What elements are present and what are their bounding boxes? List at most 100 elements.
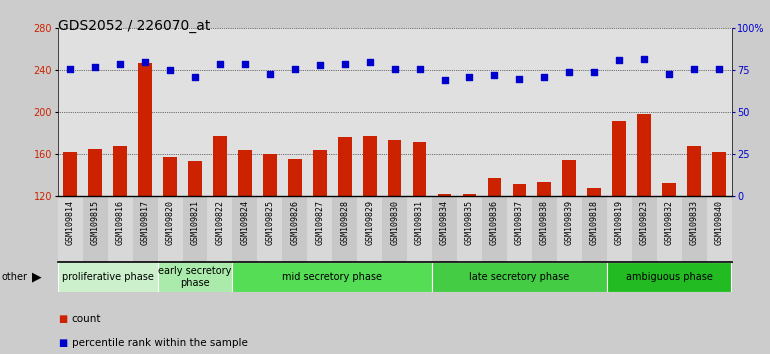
Point [563, 69, 575, 75]
Point [663, 71, 675, 76]
Text: GSM109823: GSM109823 [640, 200, 648, 245]
Bar [657, 196, 681, 262]
Text: early secretory
phase: early secretory phase [159, 266, 232, 288]
Bar [108, 196, 132, 262]
Text: GSM109836: GSM109836 [490, 200, 499, 245]
Bar [283, 196, 307, 262]
Text: GSM109820: GSM109820 [166, 200, 175, 245]
Point [514, 76, 526, 82]
Bar [182, 196, 207, 262]
Bar [213, 136, 227, 196]
Text: GSM109832: GSM109832 [665, 200, 674, 245]
Text: GSM109821: GSM109821 [190, 200, 199, 245]
Text: ■: ■ [58, 314, 67, 324]
Bar [457, 196, 482, 262]
Bar [158, 262, 233, 292]
Text: mid secretory phase: mid secretory phase [283, 272, 382, 282]
Bar [532, 196, 557, 262]
Point [64, 66, 76, 72]
Bar [307, 196, 332, 262]
Bar [263, 154, 276, 196]
Bar [357, 196, 382, 262]
Text: other: other [2, 272, 28, 282]
Point [313, 63, 326, 68]
Bar [537, 182, 551, 196]
Bar [631, 196, 657, 262]
Point [363, 59, 376, 65]
Bar [132, 196, 158, 262]
Bar [588, 188, 601, 196]
Bar [163, 156, 177, 196]
Text: GSM109815: GSM109815 [91, 200, 99, 245]
Text: proliferative phase: proliferative phase [62, 272, 153, 282]
Bar [487, 178, 501, 196]
Bar [89, 149, 102, 196]
Point [688, 66, 700, 72]
Bar [158, 196, 182, 262]
Bar [288, 159, 302, 196]
Text: GSM109840: GSM109840 [715, 200, 724, 245]
Point [538, 74, 551, 80]
Text: GSM109831: GSM109831 [415, 200, 424, 245]
Bar [382, 196, 407, 262]
Point [713, 66, 725, 72]
Bar [582, 196, 607, 262]
Point [239, 61, 251, 67]
Point [164, 68, 176, 73]
Text: GSM109817: GSM109817 [141, 200, 149, 245]
Text: ▶: ▶ [32, 270, 42, 284]
Bar [607, 196, 631, 262]
Bar [562, 160, 576, 196]
Point [89, 64, 102, 70]
Text: GSM109819: GSM109819 [614, 200, 624, 245]
Text: ■: ■ [58, 338, 67, 348]
Text: GSM109828: GSM109828 [340, 200, 350, 245]
Point [289, 66, 301, 72]
Bar [513, 184, 526, 196]
Bar [707, 196, 732, 262]
Text: GSM109829: GSM109829 [365, 200, 374, 245]
Point [638, 56, 651, 62]
Bar [437, 194, 451, 196]
Bar [432, 262, 607, 292]
Bar [413, 142, 427, 196]
Bar [58, 196, 82, 262]
Text: GSM109834: GSM109834 [440, 200, 449, 245]
Point [139, 59, 151, 65]
Bar [507, 196, 532, 262]
Bar [338, 137, 352, 196]
Bar [482, 196, 507, 262]
Bar [82, 196, 108, 262]
Text: GSM109838: GSM109838 [540, 200, 549, 245]
Bar [363, 136, 377, 196]
Point [464, 74, 476, 80]
Text: GSM109816: GSM109816 [116, 200, 125, 245]
Text: percentile rank within the sample: percentile rank within the sample [72, 338, 247, 348]
Point [263, 71, 276, 76]
Text: GDS2052 / 226070_at: GDS2052 / 226070_at [58, 19, 210, 34]
Text: GSM109814: GSM109814 [65, 200, 75, 245]
Text: GSM109835: GSM109835 [465, 200, 474, 245]
Text: GSM109826: GSM109826 [290, 200, 300, 245]
Point [488, 73, 500, 78]
Bar [712, 152, 726, 196]
Bar [113, 146, 127, 196]
Bar [188, 161, 202, 196]
Text: late secretory phase: late secretory phase [469, 272, 570, 282]
Bar [681, 196, 707, 262]
Bar [432, 196, 457, 262]
Text: ambiguous phase: ambiguous phase [626, 272, 712, 282]
Bar [58, 262, 158, 292]
Bar [638, 114, 651, 196]
Text: GSM109839: GSM109839 [565, 200, 574, 245]
Bar [238, 150, 252, 196]
Bar [388, 140, 401, 196]
Text: GSM109825: GSM109825 [266, 200, 274, 245]
Point [613, 57, 625, 63]
Bar [332, 196, 357, 262]
Point [189, 74, 201, 80]
Bar [207, 196, 233, 262]
Text: GSM109833: GSM109833 [690, 200, 698, 245]
Bar [313, 150, 326, 196]
Text: GSM109827: GSM109827 [315, 200, 324, 245]
